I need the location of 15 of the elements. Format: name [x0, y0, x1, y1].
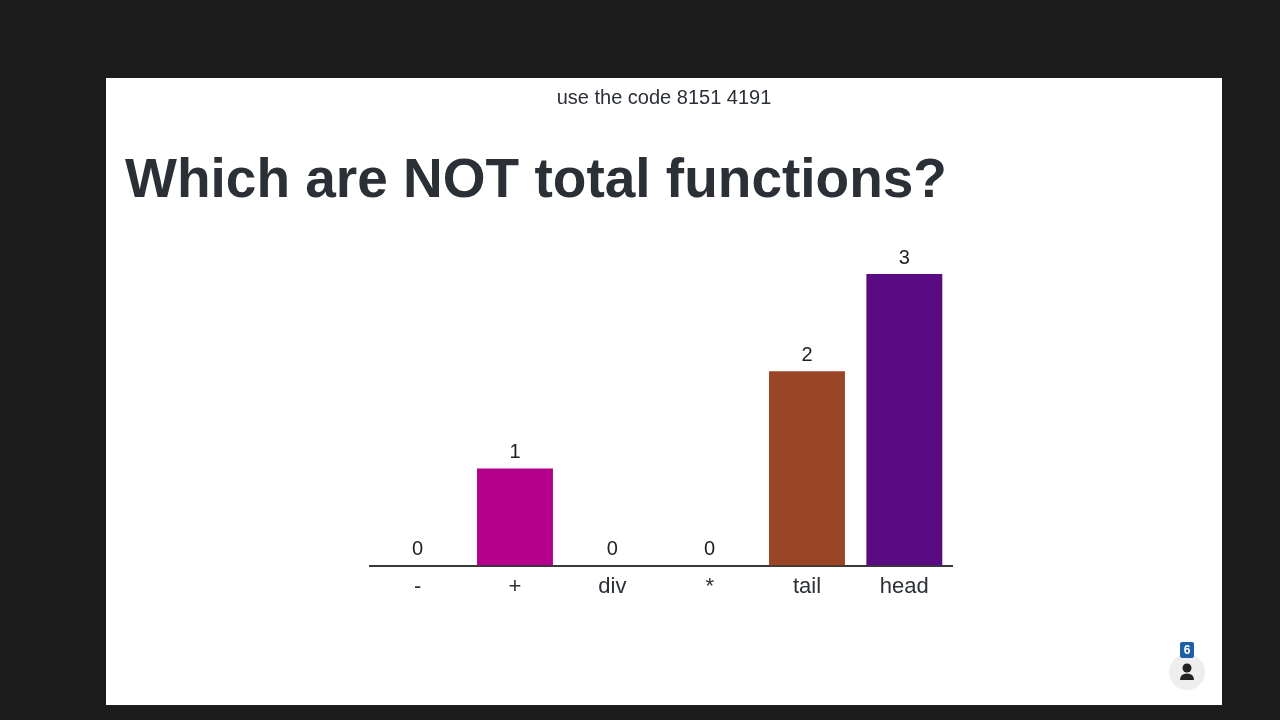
x-tick-label: div — [598, 572, 627, 598]
data-label: 3 — [898, 245, 910, 268]
text: 6 — [1180, 642, 1194, 658]
data-label: 0 — [412, 537, 424, 560]
x-tick-label: head — [879, 572, 929, 598]
data-label: 0 — [606, 537, 618, 560]
x-tick-label: * — [705, 572, 715, 598]
data-label: 1 — [509, 439, 521, 462]
x-tick-label: + — [508, 572, 522, 598]
data-label: 2 — [801, 342, 813, 365]
data-label: 0 — [704, 537, 716, 560]
x-tick-label: - — [414, 572, 422, 598]
text: use the code 8151 4191 — [555, 86, 773, 109]
chart-title: Which are NOT total functions? — [125, 146, 947, 210]
x-tick-label: tail — [792, 572, 822, 598]
